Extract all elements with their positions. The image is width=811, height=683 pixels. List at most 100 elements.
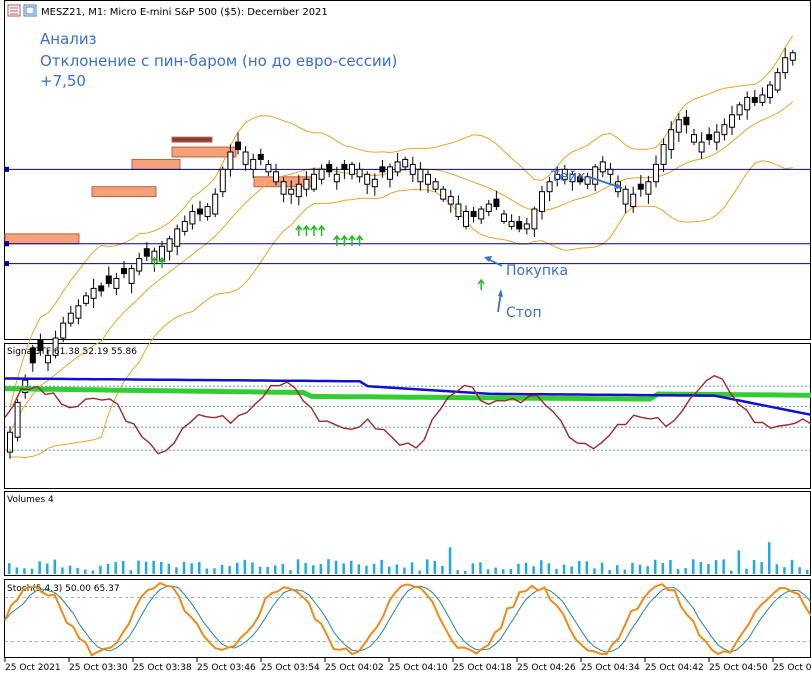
volume-bar-43 (334, 560, 338, 574)
volume-bar-36 (281, 564, 285, 574)
candle-15 (121, 261, 127, 279)
candle-92 (706, 127, 713, 145)
candle-18 (143, 242, 150, 262)
volume-bar-74 (570, 566, 573, 574)
candle-48 (371, 173, 378, 196)
candle-46 (356, 162, 363, 183)
candle-23 (181, 215, 188, 236)
signal3tf-panel[interactable] (4, 343, 811, 489)
candle-74 (569, 171, 576, 191)
volume-bar-37 (289, 570, 292, 574)
volumes-panel[interactable] (4, 491, 811, 576)
take-annotation: Тейк (550, 169, 623, 189)
volume-bar-76 (585, 561, 589, 574)
candle-11 (90, 278, 97, 309)
volume-bar-3 (30, 568, 34, 574)
candle-63 (485, 199, 492, 217)
supply-zone-3 (171, 146, 237, 158)
candle-84 (645, 175, 652, 204)
chart-toolbar-icons[interactable] (7, 4, 37, 17)
bollinger-middle (9, 101, 794, 433)
volume-bar-54 (418, 570, 421, 574)
volume-bar-25 (198, 562, 201, 574)
candle-90 (691, 128, 697, 146)
buy-signal-arrow-icon-5 (318, 224, 326, 236)
volume-bar-30 (236, 562, 239, 574)
volume-bar-41 (319, 563, 323, 574)
signal-red-line (4, 374, 811, 455)
volume-bar-40 (312, 565, 315, 574)
volume-bar-10 (84, 569, 87, 574)
volume-bar-82 (631, 562, 634, 574)
candle-38 (295, 174, 302, 206)
candle-34 (265, 159, 272, 177)
level-marker-1 (4, 241, 9, 247)
time-label-0: 25 Oct 2021 (5, 663, 61, 673)
volume-bar-35 (274, 565, 277, 574)
volume-bar-56 (433, 560, 437, 574)
volume-bar-28 (220, 564, 224, 574)
time-label-7: 25 Oct 04:18 (453, 663, 512, 673)
candle-100 (767, 81, 773, 104)
volume-bar-87 (669, 560, 672, 574)
candle-73 (561, 164, 568, 185)
volume-bar-69 (532, 566, 535, 574)
volume-bar-104 (798, 567, 801, 574)
analysis-description: Отклонение с пин-баром (но до евро-сесси… (40, 52, 397, 70)
candle-96 (736, 102, 743, 121)
volume-bar-103 (790, 559, 794, 574)
volume-bar-29 (228, 566, 231, 574)
volume-bar-65 (502, 569, 505, 574)
stoch-main-line (4, 581, 811, 657)
candle-72 (554, 166, 561, 187)
volume-bar-81 (623, 569, 627, 574)
volume-bar-97 (745, 568, 748, 574)
buy-signal-arrow-icon-0 (150, 256, 158, 268)
volume-bar-19 (152, 560, 155, 574)
price-panel[interactable] (4, 0, 811, 340)
volume-bar-50 (388, 566, 391, 574)
volume-bar-80 (616, 565, 619, 574)
candle-101 (774, 67, 781, 93)
volume-bar-8 (68, 565, 72, 574)
candle-4 (37, 333, 44, 356)
volume-bar-63 (486, 569, 490, 574)
volume-bar-2 (23, 568, 26, 574)
analysis-title: Анализ (40, 30, 97, 48)
candle-50 (387, 163, 393, 188)
bollinger-upper (9, 35, 794, 408)
buy-signal-arrow-icon-4 (310, 224, 318, 236)
volume-bar-45 (350, 560, 353, 574)
volume-bar-73 (562, 564, 566, 574)
candle-93 (713, 124, 720, 151)
time-label-2: 25 Oct 03:38 (133, 663, 192, 673)
volume-bar-99 (760, 562, 763, 574)
candle-37 (288, 180, 295, 204)
volume-bar-0 (8, 563, 11, 574)
candle-98 (751, 90, 758, 107)
candle-47 (364, 171, 371, 195)
time-label-4: 25 Oct 03:54 (261, 663, 320, 673)
volume-bar-93 (714, 560, 718, 574)
candle-28 (219, 166, 226, 198)
candle-52 (402, 156, 409, 171)
candle-9 (75, 299, 82, 325)
time-label-8: 25 Oct 04:26 (517, 663, 576, 673)
candle-69 (531, 206, 538, 237)
volume-bar-23 (182, 561, 186, 574)
time-label-9: 25 Oct 04:34 (581, 663, 640, 673)
volume-bar-60 (464, 570, 467, 574)
supply-zone-2 (131, 158, 181, 170)
time-label-12: 25 Oct 04: (773, 663, 811, 673)
candle-27 (212, 188, 219, 218)
candle-60 (463, 205, 469, 230)
volume-bar-42 (327, 559, 330, 574)
volume-bar-61 (471, 563, 475, 574)
candle-51 (394, 152, 401, 177)
time-label-6: 25 Oct 04:10 (389, 663, 448, 673)
volume-bar-1 (15, 567, 19, 574)
signal-blue-line (5, 377, 811, 417)
volume-bar-24 (190, 563, 193, 574)
candle-64 (493, 190, 500, 211)
